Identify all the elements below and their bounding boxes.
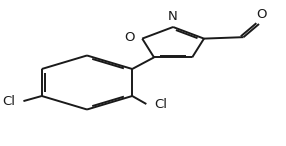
Text: Cl: Cl <box>3 95 15 108</box>
Text: O: O <box>125 31 135 44</box>
Text: O: O <box>256 8 267 21</box>
Text: Cl: Cl <box>154 98 167 111</box>
Text: N: N <box>168 10 178 23</box>
